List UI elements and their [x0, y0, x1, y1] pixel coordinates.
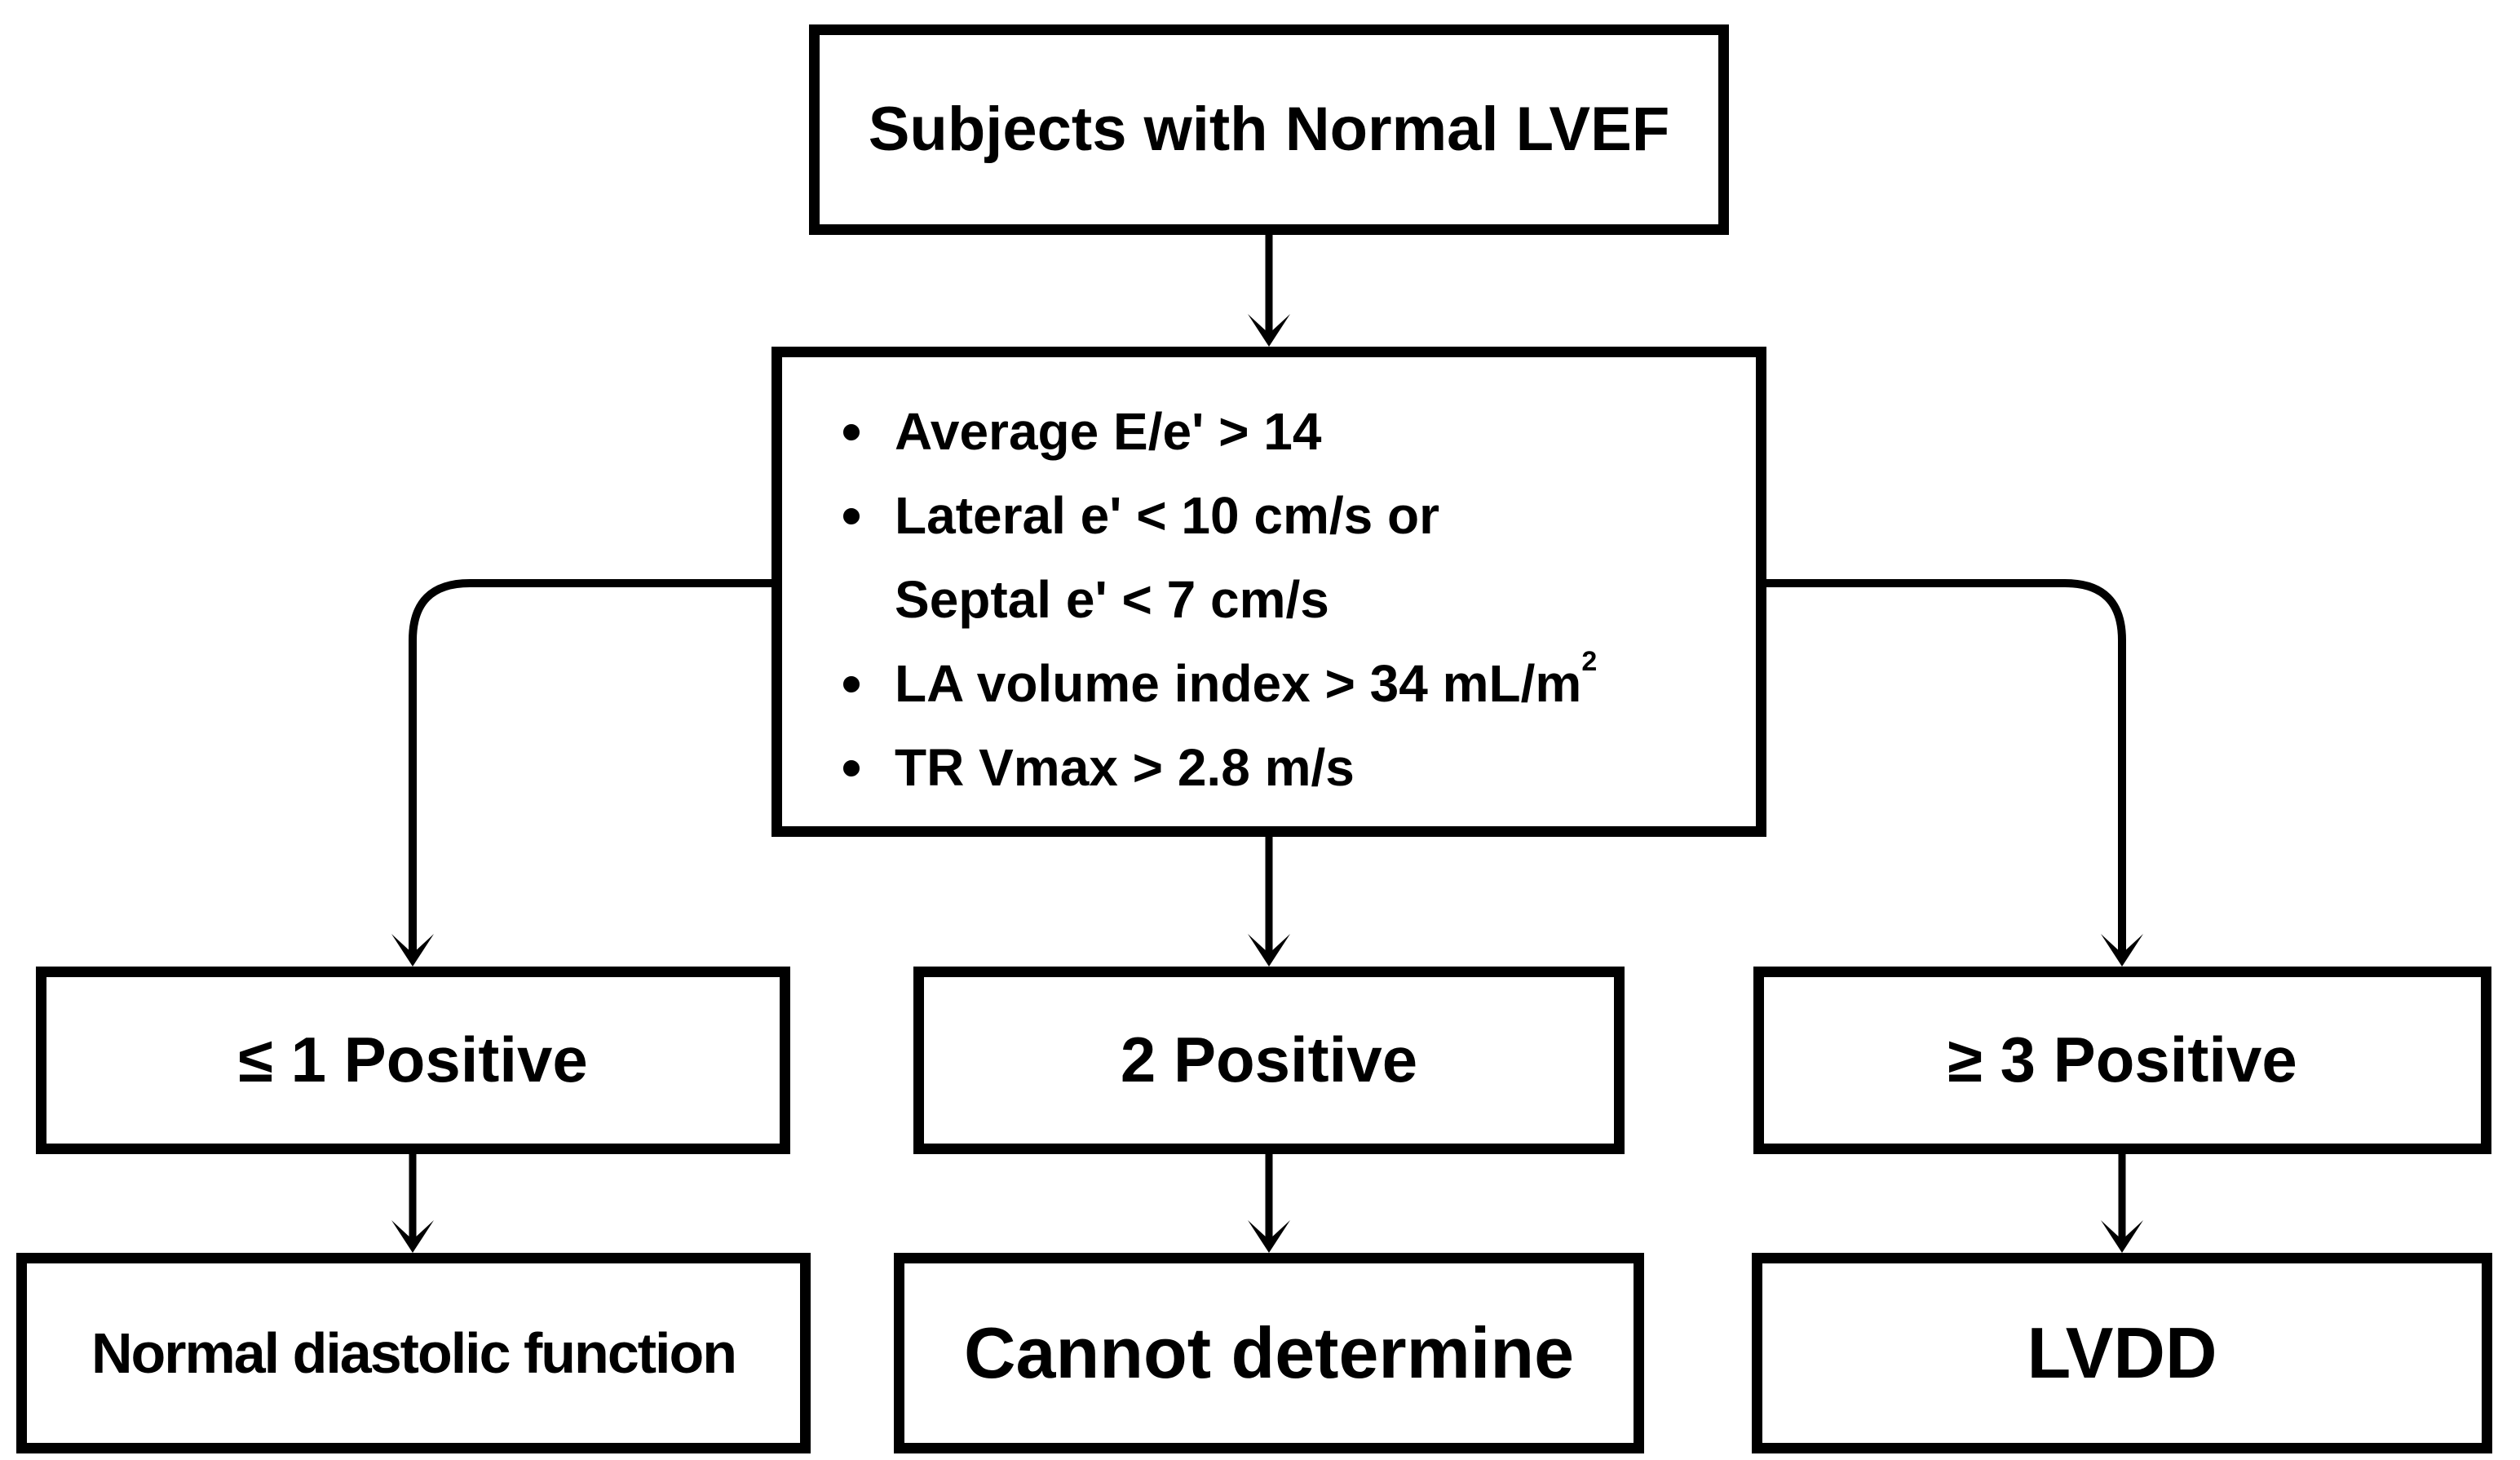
arrowhead-criteria-to-le1positive: [391, 934, 434, 967]
bullet-icon: •: [841, 400, 862, 463]
node-ge-3-positive: ≥ 3 Positive: [1753, 967, 2491, 1154]
node-label: Subjects with Normal LVEF: [868, 95, 1670, 165]
elbow-criteria-to-ge3positive: [1766, 579, 2126, 953]
node-label: Normal diastolic function: [91, 1321, 737, 1385]
criteria-superscript: 2: [1581, 646, 1598, 677]
criteria-item-tr-vmax: • TR Vmax > 2.8 m/s: [831, 726, 1597, 810]
criteria-text: Lateral e' < 10 cm/s or Septal e' < 7 cm/…: [895, 474, 1439, 642]
node-subjects-with-normal-lvef: Subjects with Normal LVEF: [809, 24, 1729, 235]
node-label: ≤ 1 Positive: [238, 1024, 588, 1096]
arrowhead-root-to-criteria: [1248, 314, 1290, 347]
bullet-icon: •: [841, 484, 862, 547]
bullet-icon: •: [841, 736, 862, 799]
criteria-text: LA volume index > 34 mL/m2: [895, 642, 1597, 726]
node-cannot-determine: Cannot determine: [894, 1253, 1644, 1453]
arrowhead-le1positive-to-normal: [391, 1220, 434, 1253]
arrowhead-2positive-to-cannotdetermine: [1248, 1220, 1290, 1253]
node-label: 2 Positive: [1120, 1024, 1418, 1096]
criteria-bullet-list: • Average E/e' > 14 • Lateral e' < 10 cm…: [782, 357, 1613, 810]
node-criteria-list: • Average E/e' > 14 • Lateral e' < 10 cm…: [771, 347, 1766, 837]
bullet-icon: •: [841, 652, 862, 715]
arrowhead-criteria-to-ge3positive: [2101, 934, 2143, 967]
arrowhead-ge3positive-to-lvdd: [2101, 1220, 2143, 1253]
node-label: Cannot determine: [963, 1312, 1575, 1393]
elbow-criteria-to-le1positive: [409, 579, 773, 953]
node-le-1-positive: ≤ 1 Positive: [36, 967, 790, 1154]
criteria-text-line2: Septal e' < 7 cm/s: [895, 570, 1329, 629]
criteria-item-la-volume-index: • LA volume index > 34 mL/m2: [831, 642, 1598, 726]
criteria-text: TR Vmax > 2.8 m/s: [895, 738, 1355, 797]
arrowhead-criteria-to-2positive: [1248, 934, 1290, 967]
criteria-text-line1: Lateral e' < 10 cm/s or: [895, 486, 1440, 545]
node-normal-diastolic-function: Normal diastolic function: [16, 1253, 811, 1453]
criteria-item-lateral-septal: • Lateral e' < 10 cm/s or Septal e' < 7 c…: [831, 474, 1597, 642]
node-2-positive: 2 Positive: [913, 967, 1625, 1154]
node-label: ≥ 3 Positive: [1947, 1024, 2297, 1096]
criteria-text-main: LA volume index > 34 mL/m: [895, 654, 1582, 713]
criteria-item-average-ee: • Average E/e' > 14: [831, 390, 1597, 474]
node-label: LVDD: [2027, 1312, 2217, 1393]
criteria-text: Average E/e' > 14: [895, 402, 1322, 461]
node-lvdd: LVDD: [1752, 1253, 2492, 1453]
